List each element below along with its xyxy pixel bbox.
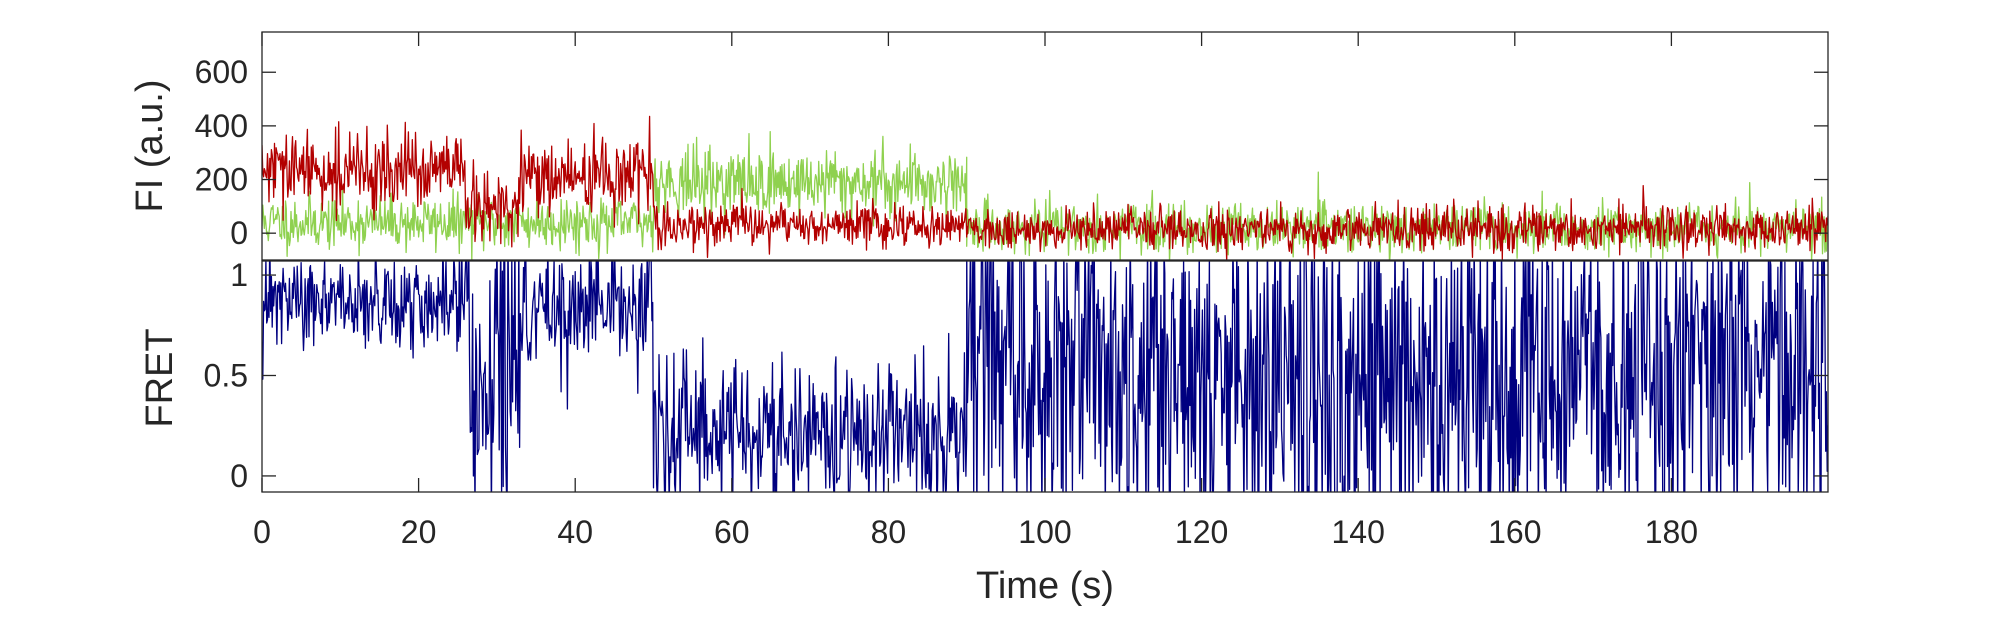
x-tick-label: 120 xyxy=(1175,514,1228,550)
fret-traces xyxy=(262,261,1828,492)
bottom-axis-ticks: 0 0.5 1 0 20 40 60 80 100 120 140 160 180 xyxy=(204,257,1828,550)
bottom-y-tick-label: 0 xyxy=(230,458,248,494)
x-tick-label: 40 xyxy=(557,514,593,550)
x-tick-label: 20 xyxy=(401,514,437,550)
top-y-tick-label: 400 xyxy=(195,108,248,144)
time-axis-label: Time (s) xyxy=(976,565,1114,607)
fluorescence-intensity-panel: 0 200 400 600 FI (a.u.) xyxy=(129,31,1829,261)
fluorescence-traces xyxy=(262,115,1828,260)
x-tick-label: 60 xyxy=(714,514,750,550)
donor-trace xyxy=(262,130,1828,260)
top-y-tick-label: 200 xyxy=(195,162,248,198)
fret-efficiency-panel: 0 0.5 1 0 20 40 60 80 100 120 140 160 180 FRET Time … xyxy=(139,257,1829,607)
top-y-axis-ticks: 0 200 400 600 xyxy=(195,32,1828,251)
fret-axis-label: FRET xyxy=(139,328,181,427)
top-y-tick-label: 0 xyxy=(230,215,248,251)
x-tick-label: 180 xyxy=(1645,514,1698,550)
x-tick-label: 140 xyxy=(1332,514,1385,550)
bottom-y-tick-label: 1 xyxy=(230,257,248,293)
bottom-y-tick-label: 0.5 xyxy=(204,357,248,393)
x-tick-label: 100 xyxy=(1018,514,1071,550)
top-y-tick-label: 600 xyxy=(195,54,248,90)
fi-axis-label: FI (a.u.) xyxy=(129,79,171,212)
fret-trace xyxy=(262,261,1828,492)
x-tick-label: 160 xyxy=(1488,514,1541,550)
x-tick-label: 80 xyxy=(871,514,907,550)
acceptor-trace xyxy=(262,115,1828,260)
x-tick-label: 0 xyxy=(253,514,271,550)
